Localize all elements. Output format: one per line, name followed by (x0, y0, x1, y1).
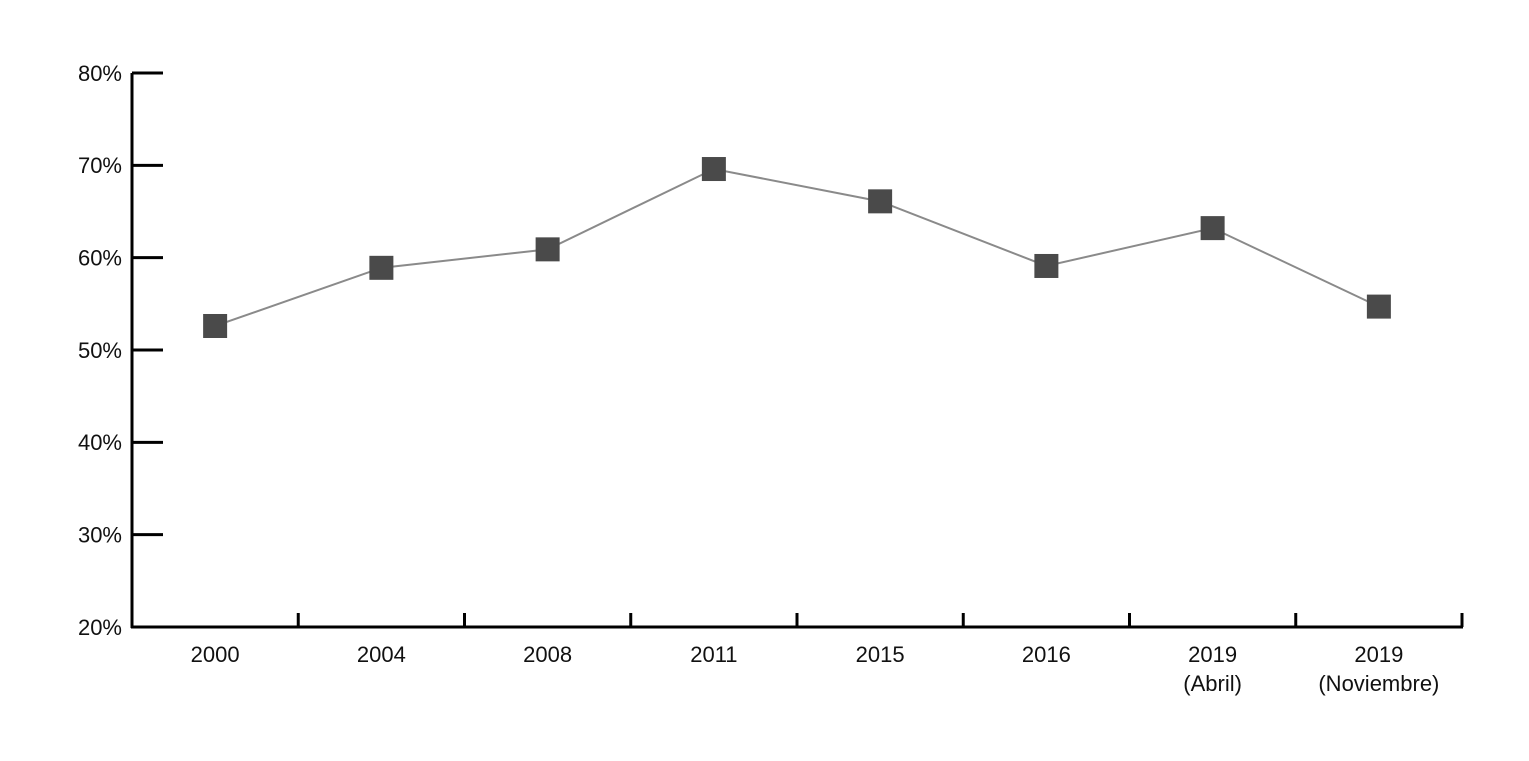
point-marker (535, 237, 560, 262)
x-tick-label: 2000 (190, 642, 240, 667)
y-tick-label: 80% (78, 61, 122, 86)
y-tick-label: 30% (78, 522, 122, 547)
x-tick-label: 2011 (690, 642, 738, 667)
x-tick-label: 2004 (356, 642, 406, 667)
point-marker (203, 313, 228, 338)
y-tick-label: 60% (78, 245, 122, 270)
point-marker (1034, 253, 1059, 278)
x-tick-label: 2016 (1021, 642, 1071, 667)
x-tick-label: 2019 (Abril) (1183, 642, 1242, 696)
y-tick-label: 40% (78, 430, 122, 455)
x-tick-label: 2015 (855, 642, 905, 667)
point-marker (1200, 216, 1225, 241)
point-marker (868, 189, 893, 214)
y-tick-label: 50% (78, 338, 122, 363)
x-tick-label: 2008 (523, 642, 573, 667)
point-marker (1366, 294, 1391, 319)
y-tick-label: 70% (78, 153, 122, 178)
point-marker (701, 157, 726, 182)
series-line (214, 167, 1380, 327)
x-tick-label: 2019 (Noviembre) (1318, 642, 1440, 696)
y-tick-label: 20% (78, 615, 122, 640)
point-marker (369, 255, 394, 280)
